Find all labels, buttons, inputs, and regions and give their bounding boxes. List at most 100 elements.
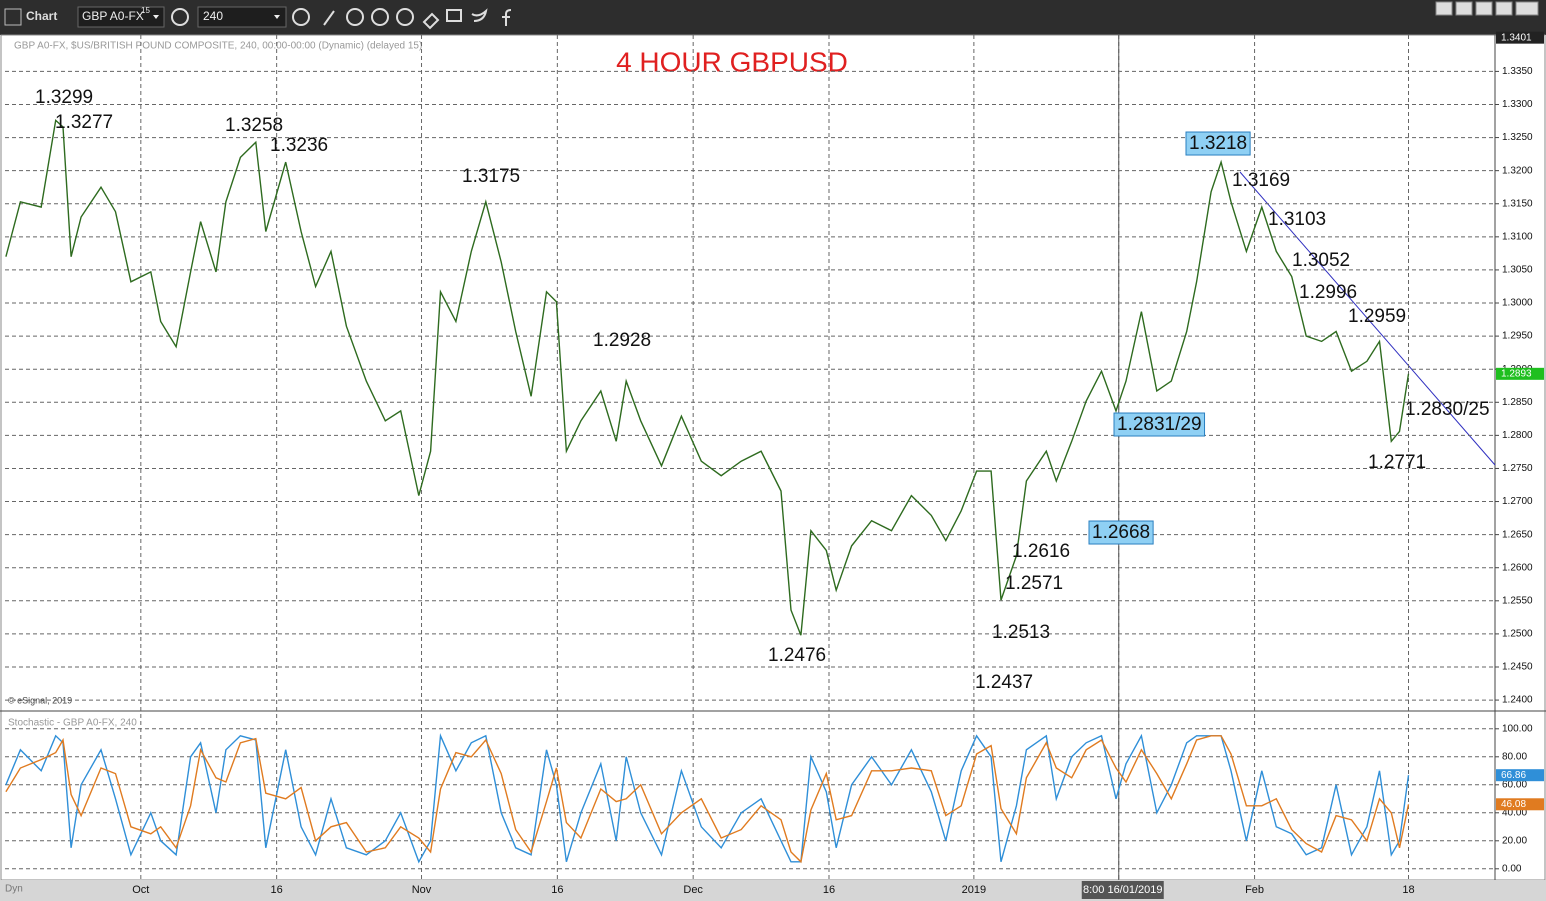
data-line (5, 735, 1410, 864)
chart-icon (4, 8, 22, 26)
y-tick-label: 1.2750 (1502, 463, 1533, 474)
annotation: 1.2476 (768, 645, 826, 666)
dropdown-arrow (274, 15, 280, 19)
pane-label: Dyn (5, 884, 23, 895)
y-tick-label: 60.00 (1502, 779, 1527, 790)
data-line (5, 119, 1410, 636)
play-button[interactable] (371, 8, 389, 26)
annotation: 1.2959 (1348, 306, 1406, 327)
help-button[interactable] (1435, 1, 1453, 16)
draw-button[interactable] (323, 10, 335, 26)
y-tick-label: 1.3250 (1502, 132, 1533, 143)
settings-button[interactable] (171, 8, 189, 26)
price-tag (1496, 367, 1544, 380)
y-tick-label: 1.2700 (1502, 496, 1533, 507)
twitter-button[interactable] (471, 8, 488, 22)
price-tag-label: 1.2893 (1501, 368, 1532, 379)
y-tick-label: 1.2850 (1502, 397, 1533, 408)
link-button[interactable] (422, 12, 440, 30)
facebook-button[interactable] (502, 9, 512, 26)
comment-button[interactable] (446, 9, 462, 22)
line-button[interactable] (346, 8, 364, 26)
x-tick-label: 2019 (962, 884, 986, 896)
crosshair-label: 8:00 16/01/2019 (1083, 884, 1163, 896)
window-buttons (1435, 1, 1539, 16)
annotation: 1.3299 (35, 87, 93, 108)
y-tick-label: 100.00 (1502, 723, 1533, 734)
y-tick-label: 1.2600 (1502, 562, 1533, 573)
indicator-title: Stochastic - GBP A0-FX, 240 (8, 718, 137, 729)
x-tick-label: 16 (271, 884, 283, 896)
chart-title: 4 HOUR GBPUSD (616, 46, 848, 77)
plot-area (0, 34, 1546, 881)
delay-text: 15 (141, 6, 150, 15)
x-axis-strip (0, 880, 1546, 901)
close-button[interactable] (1515, 1, 1539, 16)
x-tick-label: 16 (823, 884, 835, 896)
maximize-button[interactable] (1495, 1, 1513, 16)
price-tag (1496, 798, 1544, 811)
annotation: 1.2513 (992, 622, 1050, 643)
annotation: 1.2831/29 (1117, 414, 1202, 435)
x-tick-label: 18 (1402, 884, 1414, 896)
y-tick-label: 1.3050 (1502, 265, 1533, 276)
y-tick-label: 1.3300 (1502, 99, 1533, 110)
annotation-box (1088, 520, 1154, 545)
x-tick-label: Oct (132, 884, 149, 896)
x-tick-label: Feb (1245, 884, 1264, 896)
y-tick-label: 1.2550 (1502, 595, 1533, 606)
restore-button[interactable] (1475, 1, 1493, 16)
clock-button[interactable] (292, 8, 310, 26)
annotation: 1.2668 (1092, 522, 1150, 543)
annotation: 1.3277 (55, 112, 113, 133)
annotation: 1.2996 (1299, 282, 1357, 303)
price-tag (1496, 769, 1544, 782)
x-tick-label: Nov (412, 884, 432, 896)
annotation: 1.3218 (1189, 133, 1247, 154)
y-tick-label: 1.3150 (1502, 198, 1533, 209)
y-tick-label: 1.3100 (1502, 231, 1533, 242)
price-tag (1496, 31, 1544, 44)
y-tick-label: 1.3200 (1502, 165, 1533, 176)
y-tick-label: 1.2500 (1502, 629, 1533, 640)
annotation-box (1185, 131, 1251, 156)
y-tick-label: 0.00 (1502, 863, 1522, 874)
annotation: 1.3175 (462, 166, 520, 187)
toolbar-icons (292, 8, 512, 30)
symbol-input[interactable] (77, 6, 165, 28)
y-tick-label: 1.2450 (1502, 662, 1533, 673)
alert-button[interactable] (396, 8, 414, 26)
y-tick-label: 80.00 (1502, 751, 1527, 762)
y-tick-label: 40.00 (1502, 807, 1527, 818)
trendline (1239, 171, 1496, 466)
price-tag-label: 66.86 (1501, 770, 1526, 781)
annotation: 1.2437 (975, 672, 1033, 693)
window-title: Chart (26, 9, 57, 23)
price-tag-label: 1.3401 (1501, 32, 1532, 43)
y-tick-label: 1.3000 (1502, 298, 1533, 309)
annotation: 1.2928 (593, 330, 651, 351)
annotation: 1.3169 (1232, 170, 1290, 191)
interval-input[interactable] (197, 6, 287, 28)
y-tick-label: 1.2800 (1502, 430, 1533, 441)
data-line (5, 733, 1410, 864)
annotation: 1.3236 (270, 135, 328, 156)
y-tick-label: 1.2950 (1502, 331, 1533, 342)
annotation: 1.2571 (1005, 573, 1063, 594)
chart-header: GBP A0-FX, $US/BRITISH POUND COMPOSITE, … (14, 41, 422, 52)
dropdown-arrow (153, 15, 159, 19)
annotation: 1.3103 (1268, 209, 1326, 230)
y-tick-label: 1.2650 (1502, 529, 1533, 540)
y-tick-label: 1.3350 (1502, 66, 1533, 77)
annotation: 1.2771 (1368, 452, 1426, 473)
x-tick-label: Dec (683, 884, 703, 896)
y-tick-label: 1.2400 (1502, 695, 1533, 706)
annotation: 1.2616 (1012, 541, 1070, 562)
annotation: 1.3052 (1292, 250, 1350, 271)
symbol-text: GBP A0-FX (82, 9, 144, 23)
x-tick-label: 16 (551, 884, 563, 896)
price-tag-label: 46.08 (1501, 799, 1526, 810)
minimize-button[interactable] (1455, 1, 1473, 16)
